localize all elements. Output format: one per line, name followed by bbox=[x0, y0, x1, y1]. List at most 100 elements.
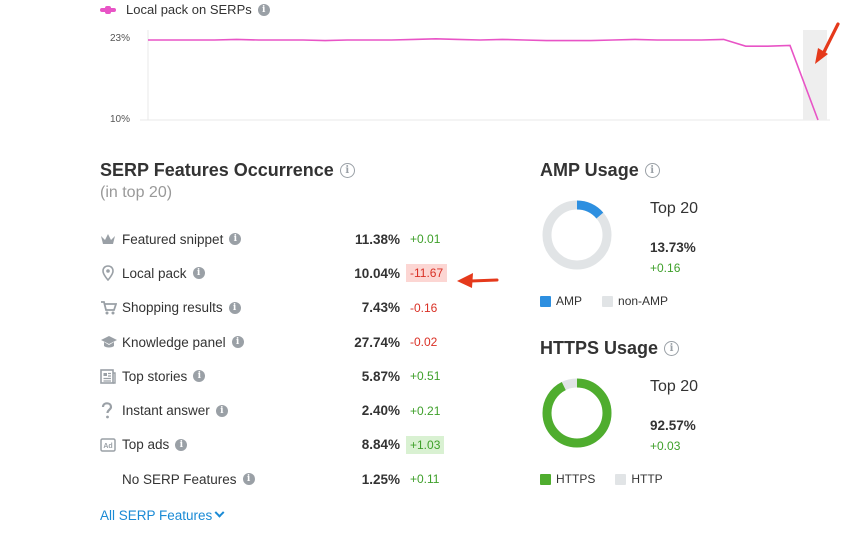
info-icon[interactable]: i bbox=[228, 301, 241, 314]
info-icon[interactable]: i bbox=[339, 163, 355, 178]
series-swatch bbox=[100, 5, 116, 14]
serp-feature-row: Top stories i 5.87% +0.51 bbox=[100, 359, 520, 393]
serp-feature-label: Top ads i bbox=[122, 437, 352, 452]
serp-feature-name: Knowledge panel bbox=[122, 334, 226, 350]
serp-feature-value: 10.04% bbox=[354, 265, 400, 281]
https-donut-chart bbox=[542, 378, 612, 448]
serp-feature-value: 2.40% bbox=[361, 403, 400, 419]
info-icon[interactable]: i bbox=[257, 3, 270, 16]
serp-feature-change: +1.03 bbox=[406, 435, 445, 454]
serp-feature-change: +0.21 bbox=[410, 403, 441, 418]
https-top-label: Top 20 bbox=[650, 378, 699, 395]
serp-feature-row: Ad Top ads i 8.84% +1.03 bbox=[100, 428, 520, 462]
row-annotation-arrow bbox=[457, 273, 499, 288]
serp-title-text: SERP Features Occurrence bbox=[100, 160, 334, 180]
serp-feature-value: 8.84% bbox=[361, 437, 400, 453]
serp-feature-name: Local pack bbox=[122, 265, 187, 281]
serp-feature-row: Shopping results i 7.43% -0.16 bbox=[100, 291, 520, 325]
serp-features-list: Featured snippet i 11.38% +0.01 Local pack i 1… bbox=[100, 222, 520, 496]
serp-feature-label: Local pack i bbox=[122, 266, 352, 281]
serp-feature-label: Featured snippet i bbox=[122, 232, 352, 247]
annotation-arrow bbox=[815, 22, 840, 64]
donut-value-segment bbox=[542, 378, 612, 448]
serp-feature-label: Knowledge panel i bbox=[122, 335, 352, 350]
local-pack-series-line[interactable] bbox=[148, 37, 819, 121]
https-usage-panel: HTTPS Usage i Top 20 92.57% +0.03 HTTPS … bbox=[540, 338, 840, 486]
https-delta: +0.03 bbox=[650, 439, 681, 453]
serp-subtitle: (in top 20) bbox=[100, 184, 173, 201]
shopping-cart-icon bbox=[100, 299, 122, 317]
serp-feature-row: Local pack i 10.04% -11.67 bbox=[100, 256, 520, 290]
map-pin-icon bbox=[100, 264, 122, 282]
serp-feature-value: 7.43% bbox=[361, 300, 400, 316]
all-serp-features-label: All SERP Features bbox=[100, 508, 213, 524]
crown-icon bbox=[100, 230, 122, 248]
serp-feature-label: No SERP Features i bbox=[122, 472, 352, 487]
amp-percent: 13.73% bbox=[650, 240, 696, 255]
amp-legend-non-amp: non-AMP bbox=[618, 294, 669, 308]
https-title: HTTPS Usage i bbox=[540, 338, 840, 359]
info-icon[interactable]: i bbox=[231, 336, 244, 349]
serp-feature-row: Instant answer i 2.40% +0.21 bbox=[100, 393, 520, 427]
amp-legend-amp: AMP bbox=[556, 294, 583, 308]
serp-feature-label: Shopping results i bbox=[122, 300, 352, 315]
info-icon[interactable]: i bbox=[664, 341, 680, 356]
donut-value-segment bbox=[542, 200, 612, 270]
serp-feature-name: Instant answer bbox=[122, 403, 210, 419]
chart-legend[interactable]: Local pack on SERPs i bbox=[100, 2, 270, 17]
serp-feature-value: 27.74% bbox=[354, 334, 400, 350]
serp-feature-label: Instant answer i bbox=[122, 403, 352, 418]
trend-chart: 23% 10% bbox=[0, 20, 860, 135]
info-icon[interactable]: i bbox=[242, 473, 255, 486]
https-legend: HTTPS HTTP bbox=[540, 472, 663, 486]
amp-usage-panel: AMP Usage i Top 20 13.73% +0.16 AMP non-… bbox=[540, 160, 840, 308]
serp-title: SERP Features Occurrence i bbox=[100, 160, 520, 181]
serp-feature-name: Top stories bbox=[122, 368, 188, 384]
non-amp-swatch bbox=[602, 295, 614, 307]
serp-feature-change: -0.02 bbox=[410, 335, 438, 350]
serp-feature-change: -0.16 bbox=[410, 300, 438, 315]
ad-icon: Ad bbox=[100, 436, 122, 454]
info-icon[interactable]: i bbox=[192, 267, 205, 280]
serp-feature-change: -11.67 bbox=[406, 264, 448, 283]
amp-swatch bbox=[540, 295, 551, 307]
serp-features-panel: SERP Features Occurrence i (in top 20) F… bbox=[100, 160, 520, 523]
amp-top-label: Top 20 bbox=[650, 200, 699, 217]
http-swatch bbox=[615, 473, 627, 485]
legend-label: Local pack on SERPs bbox=[126, 2, 252, 17]
amp-title: AMP Usage i bbox=[540, 160, 840, 181]
amp-donut-chart bbox=[542, 200, 612, 270]
svg-text:Ad: Ad bbox=[103, 443, 112, 450]
serp-feature-name: No SERP Features bbox=[122, 471, 237, 487]
amp-legend: AMP non-AMP bbox=[540, 294, 668, 308]
https-title-text: HTTPS Usage bbox=[540, 338, 659, 358]
empty-icon-slot bbox=[100, 470, 122, 488]
info-icon[interactable]: i bbox=[644, 163, 660, 178]
serp-feature-value: 1.25% bbox=[361, 471, 400, 487]
serp-feature-value: 5.87% bbox=[361, 368, 400, 384]
serp-feature-name: Top ads bbox=[122, 437, 170, 453]
question-mark-icon bbox=[100, 402, 122, 420]
serp-feature-change: +0.01 bbox=[410, 232, 441, 247]
serp-feature-row: No SERP Features i 1.25% +0.11 bbox=[100, 462, 520, 496]
info-icon[interactable]: i bbox=[215, 404, 228, 417]
y-tick-bottom: 10% bbox=[110, 114, 131, 125]
info-icon[interactable]: i bbox=[193, 370, 206, 383]
https-swatch bbox=[540, 473, 551, 485]
info-icon[interactable]: i bbox=[175, 438, 188, 451]
amp-title-text: AMP Usage bbox=[540, 160, 639, 180]
https-legend-http: HTTP bbox=[631, 472, 663, 486]
serp-feature-change: +0.51 bbox=[410, 369, 441, 384]
amp-delta: +0.16 bbox=[650, 261, 681, 275]
newspaper-icon bbox=[100, 367, 122, 385]
serp-feature-change: +0.11 bbox=[410, 472, 440, 487]
chevron-down-icon bbox=[214, 508, 225, 518]
serp-feature-value: 11.38% bbox=[354, 231, 400, 247]
serp-feature-label: Top stories i bbox=[122, 369, 352, 384]
hover-highlight-band bbox=[803, 30, 827, 120]
all-serp-features-link[interactable]: All SERP Features bbox=[100, 508, 520, 523]
graduation-cap-icon bbox=[100, 333, 122, 351]
serp-feature-name: Featured snippet bbox=[122, 231, 224, 247]
info-icon[interactable]: i bbox=[229, 233, 242, 246]
trend-chart-svg bbox=[140, 30, 830, 121]
